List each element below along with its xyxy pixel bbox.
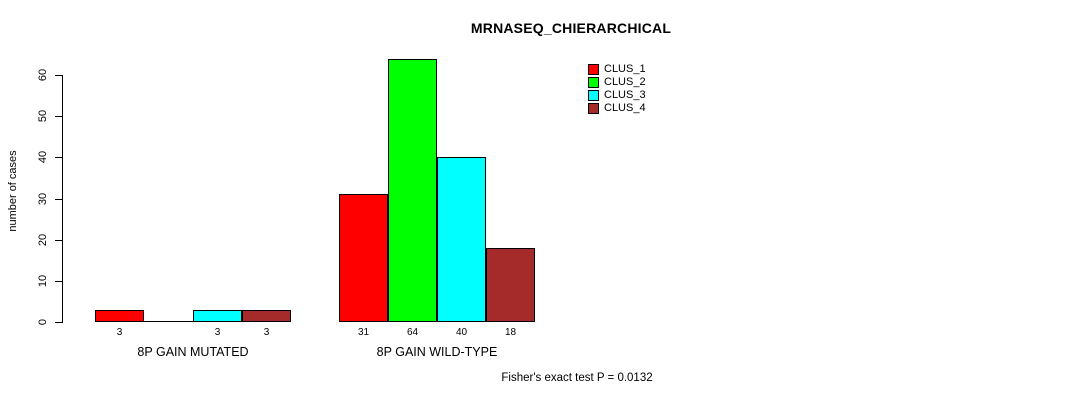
fisher-test-caption: Fisher's exact test P = 0.0132 <box>501 372 653 384</box>
y-tick-mark <box>55 75 62 77</box>
y-tick-mark <box>55 157 62 159</box>
bar-value-label: 3 <box>214 327 221 338</box>
legend-item-clus-1: CLUS_1 <box>588 63 646 76</box>
legend-item-clus-2: CLUS_2 <box>588 76 646 89</box>
group-label-mutated: 8P GAIN MUTATED <box>137 345 249 359</box>
bar-clus_1-group1 <box>95 310 144 322</box>
legend: CLUS_1 CLUS_2 CLUS_3 CLUS_4 <box>588 63 646 115</box>
legend-label: CLUS_4 <box>604 102 646 114</box>
bar-value-label: 18 <box>504 327 517 338</box>
bar-value-label: 64 <box>406 327 419 338</box>
legend-swatch-clus-2 <box>588 77 599 88</box>
y-tick-label: 10 <box>37 274 49 287</box>
group-label-wild-type: 8P GAIN WILD-TYPE <box>376 345 498 359</box>
chart-title: MRNASEQ_CHIERARCHICAL <box>470 20 672 36</box>
legend-label: CLUS_3 <box>604 89 646 101</box>
legend-item-clus-4: CLUS_4 <box>588 102 646 115</box>
y-axis-line <box>62 75 63 323</box>
bar-clus_3-group2 <box>437 157 486 322</box>
y-tick-mark <box>55 198 62 200</box>
y-tick-label: 60 <box>37 68 49 82</box>
legend-swatch-clus-3 <box>588 90 599 101</box>
y-tick-label: 20 <box>37 233 49 246</box>
y-tick-mark <box>55 116 62 118</box>
legend-swatch-clus-1 <box>588 64 599 75</box>
y-tick-mark <box>55 239 62 241</box>
y-tick-label: 40 <box>37 151 49 164</box>
y-tick-label: 30 <box>37 192 49 205</box>
y-tick-mark <box>55 322 62 323</box>
bar-value-label: 40 <box>455 327 468 338</box>
legend-label: CLUS_1 <box>604 63 646 75</box>
legend-item-clus-3: CLUS_3 <box>588 89 646 102</box>
y-tick-label: 50 <box>37 110 49 123</box>
bar-clus_1-group2 <box>339 194 388 322</box>
y-axis-label: number of cases <box>7 150 19 232</box>
bar-value-label: 3 <box>263 327 270 338</box>
bar-clus_4-group2 <box>486 248 535 322</box>
y-tick-mark <box>55 280 62 282</box>
bar-value-label: 31 <box>357 327 370 338</box>
bar-value-label: 3 <box>116 327 123 338</box>
legend-label: CLUS_2 <box>604 76 646 88</box>
legend-swatch-clus-4 <box>588 103 599 114</box>
bar-clus_4-group1 <box>242 310 291 322</box>
bar-clus_2-group1-zero <box>144 321 193 322</box>
bar-clus_3-group1 <box>193 310 242 322</box>
bar-clus_2-group2 <box>388 59 437 322</box>
y-tick-label: 0 <box>37 318 49 326</box>
